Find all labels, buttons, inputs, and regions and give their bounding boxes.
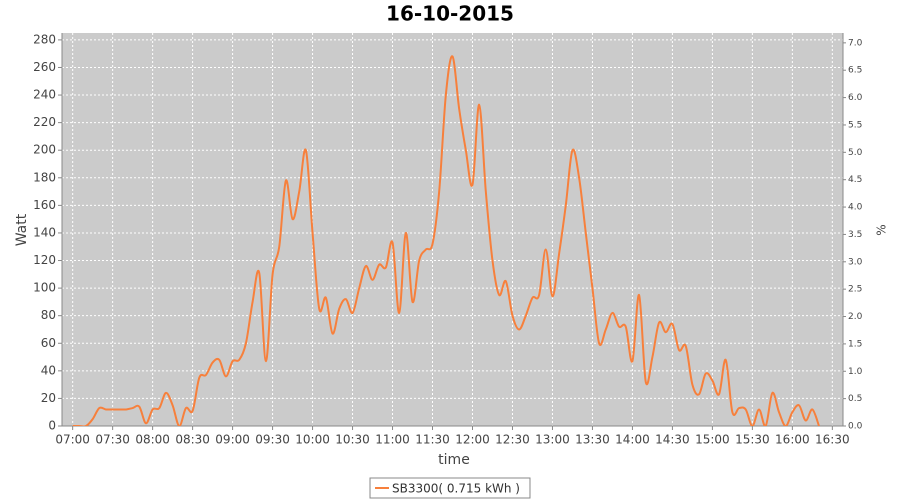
x-tick-label: 08:30 (175, 433, 210, 447)
x-tick-label: 14:00 (615, 433, 650, 447)
y-tick-label: 100 (33, 281, 56, 295)
x-tick-label: 09:00 (215, 433, 250, 447)
x-tick-label: 11:00 (375, 433, 410, 447)
y-tick-label: 20 (41, 391, 56, 405)
y-tick-label: 280 (33, 32, 56, 46)
y2-tick-label: 2.0 (848, 312, 863, 322)
y2-tick-label: 3.0 (848, 257, 863, 267)
data-line (72, 55, 820, 426)
x-tick-label: 13:00 (535, 433, 570, 447)
y2-tick-label: 1.5 (848, 339, 862, 349)
x-tick-label: 14:30 (655, 433, 690, 447)
x-tick-label: 16:00 (775, 433, 810, 447)
legend-label: SB3300( 0.715 kWh ) (392, 482, 520, 496)
x-tick-label: 08:00 (135, 433, 170, 447)
y-tick-label: 120 (33, 253, 56, 267)
x-tick-label: 07:00 (55, 433, 90, 447)
x-tick-label: 07:30 (95, 433, 130, 447)
x-tick-label: 12:30 (495, 433, 530, 447)
y-tick-label: 0 (48, 419, 56, 433)
x-tick-label: 15:30 (735, 433, 770, 447)
y-tick-label: 240 (33, 88, 56, 102)
y2-axis-label: % (875, 224, 889, 235)
y2-tick-label: 3.5 (848, 230, 862, 240)
y-tick-label: 260 (33, 60, 56, 74)
y-tick-label: 200 (33, 143, 56, 157)
y2-tick-label: 6.5 (848, 66, 862, 76)
y-axis-label: Watt (14, 213, 30, 246)
x-tick-label: 10:30 (335, 433, 370, 447)
y2-tick-label: 0.0 (848, 422, 863, 432)
y2-tick-label: 4.0 (848, 203, 863, 213)
legend-box (369, 477, 531, 499)
y-tick-label: 60 (41, 336, 56, 350)
chart-title: 16-10-2015 (386, 2, 514, 26)
y2-tick-label: 1.0 (848, 367, 863, 377)
x-tick-label: 15:00 (695, 433, 730, 447)
y2-tick-label: 2.5 (848, 285, 862, 295)
y2-tick-label: 7.0 (848, 38, 863, 48)
y-tick-label: 160 (33, 198, 56, 212)
y-tick-label: 80 (41, 308, 56, 322)
y2-tick-label: 6.0 (848, 93, 863, 103)
x-tick-label: 10:00 (295, 433, 330, 447)
y-tick-label: 180 (33, 170, 56, 184)
y2-tick-label: 0.5 (848, 394, 862, 404)
x-axis-label: time (438, 452, 470, 468)
x-tick-label: 11:30 (415, 433, 450, 447)
y-tick-label: 140 (33, 225, 56, 239)
x-tick-label: 16:30 (815, 433, 850, 447)
plot-area (62, 33, 843, 426)
y2-tick-label: 4.5 (848, 175, 862, 185)
y2-tick-label: 5.5 (848, 120, 862, 130)
x-tick-label: 13:30 (575, 433, 610, 447)
y-tick-label: 220 (33, 115, 56, 129)
x-tick-label: 09:30 (255, 433, 290, 447)
y-tick-label: 40 (41, 363, 56, 377)
legend: SB3300( 0.715 kWh ) (369, 477, 531, 499)
x-tick-label: 12:00 (455, 433, 490, 447)
y2-tick-label: 5.0 (848, 148, 863, 158)
